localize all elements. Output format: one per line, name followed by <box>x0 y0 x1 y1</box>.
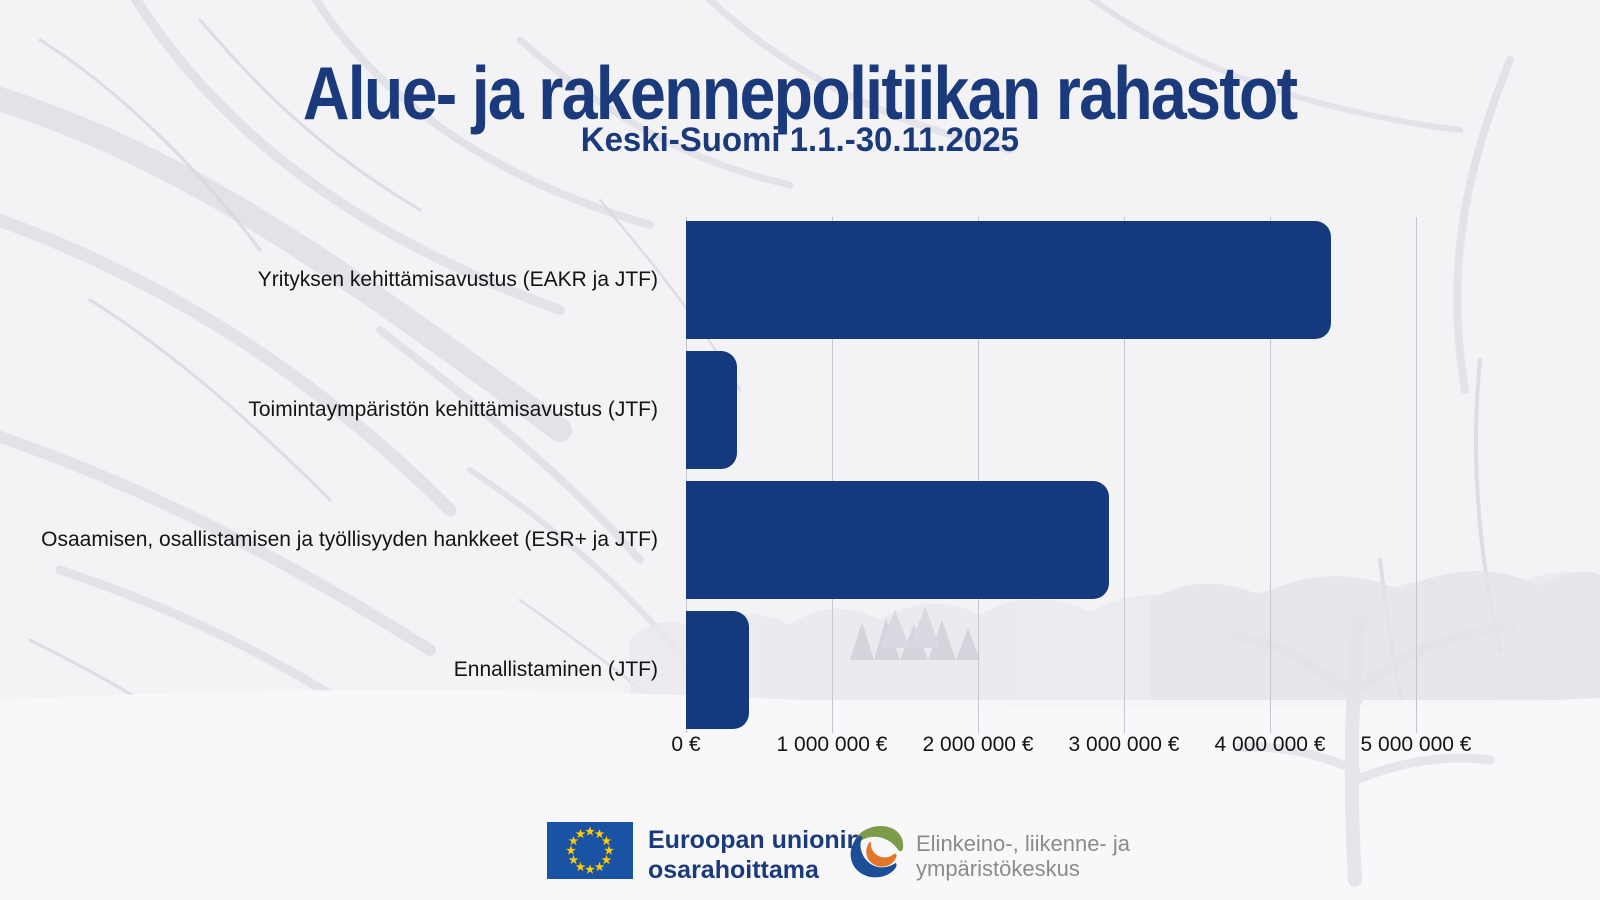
gridline <box>978 217 979 733</box>
eu-flag-icon <box>547 822 633 879</box>
eu-star-icon <box>575 828 586 839</box>
eu-star-icon <box>594 861 605 872</box>
eu-label-line2: osarahoittama <box>648 855 819 884</box>
eu-star-icon <box>601 854 612 865</box>
x-tick-label: 2 000 000 € <box>922 733 1034 756</box>
x-tick-label: 5 000 000 € <box>1360 733 1472 756</box>
eu-star-icon <box>604 845 614 855</box>
ely-label-line1: Elinkeino-, liikenne- ja <box>916 831 1130 856</box>
eu-label-line1: Euroopan unionin <box>648 826 862 854</box>
page-subtitle-text: Keski-Suomi 1.1.-30.11.2025 <box>580 121 1020 159</box>
x-tick-label: 0 € <box>671 733 701 756</box>
eu-cofunded-logo <box>547 822 633 884</box>
ely-label-line2: ympäristökeskus <box>916 856 1080 882</box>
plot-area <box>686 215 1417 735</box>
eu-star-icon <box>585 864 595 874</box>
bar <box>686 611 749 729</box>
category-label: Yrityksen kehittämisavustus (EAKR ja JTF… <box>257 267 658 291</box>
gridline <box>1124 217 1125 733</box>
ely-keskus-logo <box>846 820 906 885</box>
eu-star-icon <box>601 835 612 846</box>
eu-star-icon <box>585 826 595 836</box>
eu-star-icon <box>568 835 579 846</box>
x-tick-label: 4 000 000 € <box>1214 733 1326 756</box>
category-label: Toimintaympäristön kehittämisavustus (JT… <box>248 397 658 421</box>
eu-star-icon <box>568 854 579 865</box>
bar <box>686 221 1332 339</box>
eu-star-icon <box>594 828 605 839</box>
eu-star-icon <box>566 845 576 855</box>
category-label: Osaamisen, osallistamisen ja työllisyyde… <box>41 527 658 551</box>
gridline <box>686 217 687 733</box>
bar <box>686 481 1110 599</box>
eu-cofunded-label: Euroopan unionin osarahoittama <box>648 826 862 885</box>
gridline <box>832 217 833 733</box>
category-label: Ennallistaminen (JTF) <box>453 657 658 681</box>
eu-star-icon <box>575 861 586 872</box>
x-tick-label: 1 000 000 € <box>776 733 888 756</box>
ely-keskus-label: Elinkeino-, liikenne- ja ympäristökeskus <box>916 831 1130 882</box>
bar <box>686 351 738 469</box>
gridline <box>1270 217 1271 733</box>
ely-leaf-icon <box>850 826 904 878</box>
x-tick-label: 3 000 000 € <box>1068 733 1180 756</box>
page-title: Alue- ja rakennepolitiikan rahastot <box>0 50 1600 136</box>
page-subtitle: Keski-Suomi 1.1.-30.11.2025 <box>0 121 1600 160</box>
page-title-text: Alue- ja rakennepolitiikan rahastot <box>303 51 1298 135</box>
gridline <box>1416 217 1417 733</box>
